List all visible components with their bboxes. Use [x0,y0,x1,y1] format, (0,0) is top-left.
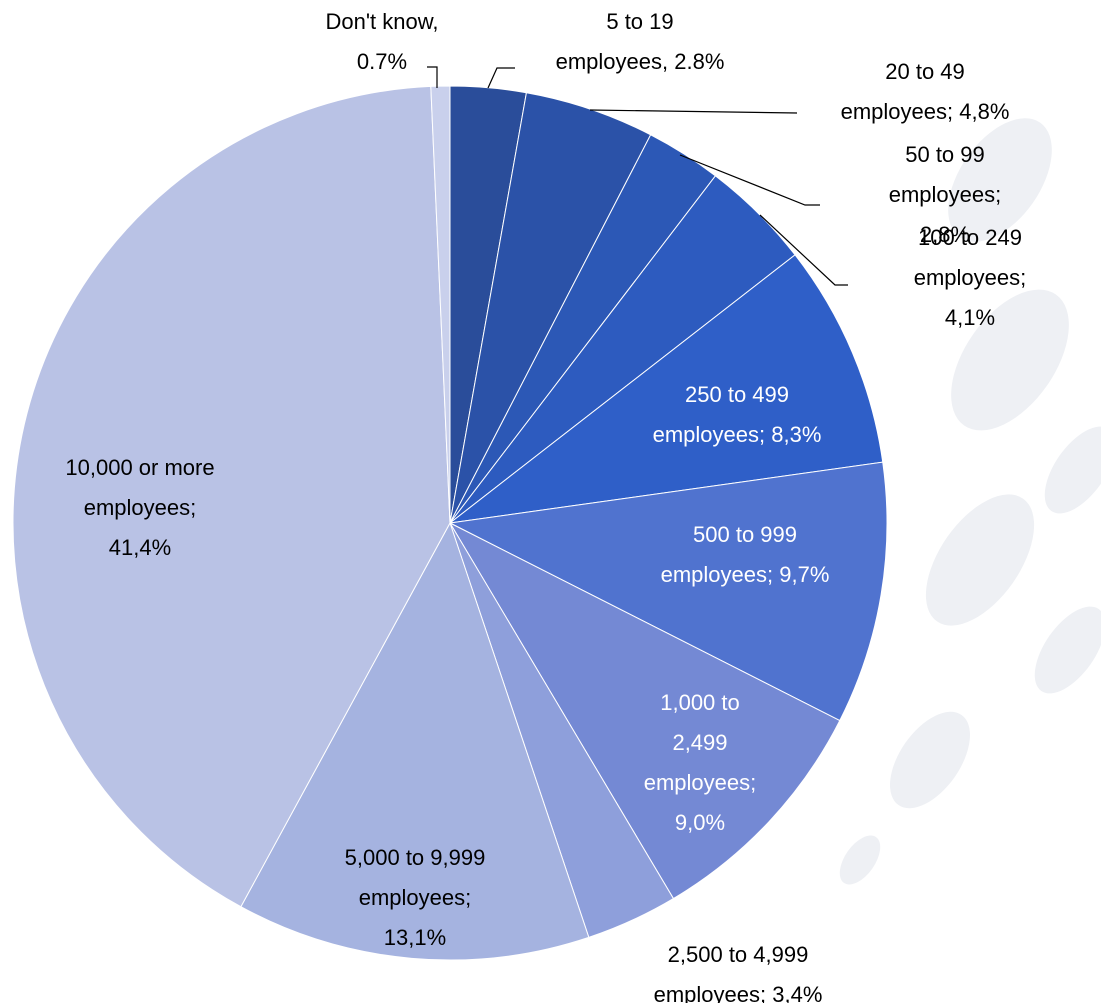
pie-slice [448,521,841,900]
data-label: 20 to 49 employees; 4,8% [840,59,1010,124]
data-label: 10,000 or more employees; 41,4% [65,455,215,560]
leader-lines [427,66,848,286]
data-label: 500 to 999 employees; 9,7% [660,522,830,587]
data-label: 5 to 19 employees, 2.8% [555,9,725,74]
pie-slice [240,521,590,961]
data-label: 1,000 to 2,499 employees; 9,0% [643,690,757,835]
pie-slice [448,461,888,722]
data-label: 2,500 to 4,999 employees; 3,4% [653,942,823,1003]
data-label: Don't know, 0.7% [325,9,439,74]
pie-slice [430,85,451,524]
data-label: 250 to 499 employees; 8,3% [652,382,822,447]
data-label: 5,000 to 9,999 employees; 13,1% [344,845,486,950]
pie-slice [12,85,451,908]
data-label: 100 to 249 employees; 4,1% [913,225,1027,330]
data-label: 50 to 99 employees; 2,8% [888,142,1002,247]
background-decoration [839,118,1101,885]
pie-slice [448,254,884,524]
